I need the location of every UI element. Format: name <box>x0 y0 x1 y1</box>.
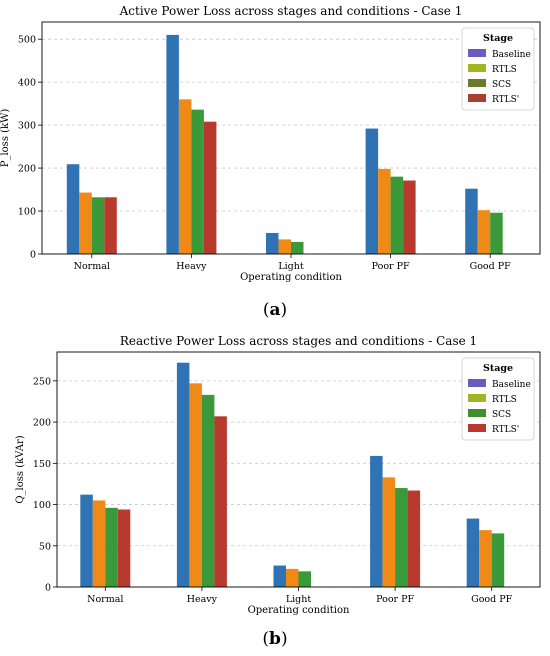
chart-a-x-tick-label: Heavy <box>176 261 207 272</box>
chart-a-bar <box>365 128 379 254</box>
chart-b-bar <box>382 477 396 587</box>
chart-a-bar <box>191 109 204 255</box>
chart-b-legend-title: Stage <box>483 363 513 374</box>
chart-a-legend-swatch <box>468 49 486 57</box>
chart-b-bar <box>298 571 311 587</box>
chart-b-bar <box>105 507 118 587</box>
chart-b-legend-swatch <box>468 394 486 402</box>
chart-b-legend-label: Baseline <box>492 380 531 390</box>
chart-b-bar <box>407 490 421 587</box>
chart-a-legend-label: Baseline <box>492 50 531 60</box>
chart-a-y-tick-label: 0 <box>30 250 36 261</box>
chart-a-x-tick-label: Poor PF <box>372 261 410 272</box>
chart-b-bar <box>201 394 215 587</box>
chart-b-svg: Reactive Power Loss across stages and co… <box>15 336 541 616</box>
chart-a-y-tick-label: 400 <box>18 78 36 89</box>
chart-a-legend-label: RTLS' <box>492 95 519 105</box>
chart-a-title: Active Power Loss across stages and cond… <box>119 4 463 18</box>
chart-b-x-tick-label: Heavy <box>187 594 218 605</box>
chart-b-bar <box>176 362 190 587</box>
chart-a-x-tick-label: Good PF <box>470 261 512 272</box>
chart-b-legend-swatch <box>468 379 486 387</box>
caption-b-letter: b <box>269 629 281 649</box>
chart-a-y-tick-label: 500 <box>18 35 36 46</box>
chart-a-bar <box>378 168 391 254</box>
chart-a-bar <box>79 192 92 254</box>
chart-a-legend-label: RTLS <box>492 65 517 75</box>
chart-b-legend-swatch <box>468 424 486 432</box>
chart-a-x-axis-label: Operating condition <box>240 272 342 283</box>
chart-b: Reactive Power Loss across stages and co… <box>0 336 550 656</box>
chart-b-legend-label: RTLS' <box>492 425 519 435</box>
chart-b-title: Reactive Power Loss across stages and co… <box>120 336 477 348</box>
chart-b-bar <box>80 494 93 587</box>
chart-b-legend-label: SCS <box>492 410 511 420</box>
caption-a-letter: a <box>269 300 281 320</box>
chart-b-legend <box>461 357 535 441</box>
chart-a-bar <box>291 241 304 254</box>
chart-b-y-tick-label: 150 <box>33 459 51 470</box>
chart-b-x-tick-label: Normal <box>87 594 123 605</box>
chart-a-bar <box>266 232 279 254</box>
chart-a-y-tick-label: 200 <box>18 164 36 175</box>
chart-a-legend-swatch <box>468 64 486 72</box>
chart-b-y-tick-label: 100 <box>33 500 51 511</box>
chart-b-bar <box>491 533 505 587</box>
chart-a-bar <box>390 176 404 254</box>
chart-b-y-axis-label: Q_loss (kVAr) <box>15 435 26 503</box>
caption-b: (b) <box>262 629 288 649</box>
chart-a-bar <box>477 210 491 254</box>
chart-a-bar <box>91 197 105 254</box>
chart-b-bar <box>214 416 227 587</box>
chart-a-x-tick-label: Light <box>278 261 304 272</box>
chart-a-bar <box>203 121 217 254</box>
chart-b-y-tick-label: 50 <box>39 541 51 552</box>
chart-a: Active Power Loss across stages and cond… <box>0 4 541 320</box>
chart-b-bar <box>117 509 131 587</box>
chart-a-legend-swatch <box>468 79 486 87</box>
chart-b-bar <box>395 488 408 587</box>
chart-a-legend-label: SCS <box>492 80 511 90</box>
chart-a-svg: Active Power Loss across stages and cond… <box>0 4 541 283</box>
chart-b-bar <box>466 518 480 587</box>
chart-b-bar <box>92 500 106 587</box>
chart-b-y-tick-label: 0 <box>45 583 51 594</box>
caption-a: (a) <box>262 300 288 320</box>
chart-a-legend-swatch <box>468 94 486 102</box>
chart-a-bar <box>465 188 478 254</box>
chart-b-bar <box>479 530 492 587</box>
chart-a-y-tick-label: 100 <box>18 207 36 218</box>
chart-b-y-tick-label: 250 <box>33 376 51 387</box>
chart-a-bar <box>490 212 503 254</box>
chart-a-bar <box>178 99 192 254</box>
chart-a-x-tick-label: Normal <box>74 261 110 272</box>
chart-b-bar <box>273 565 286 587</box>
chart-a-y-tick-label: 300 <box>18 121 36 132</box>
chart-a-bar <box>66 164 80 254</box>
chart-b-bar <box>370 455 383 587</box>
chart-a-bar <box>278 239 291 254</box>
chart-a-legend <box>461 27 535 111</box>
chart-b-bar <box>286 568 299 587</box>
chart-b-x-tick-label: Light <box>286 594 312 605</box>
chart-a-legend-title: Stage <box>483 33 513 44</box>
chart-b-plot-frame <box>56 351 541 588</box>
chart-b-legend-label: RTLS <box>492 395 517 405</box>
chart-a-bar <box>104 197 117 254</box>
chart-b-bar <box>189 383 202 587</box>
chart-b-x-tick-label: Poor PF <box>376 594 414 605</box>
chart-b-y-tick-label: 200 <box>33 418 51 429</box>
chart-a-y-axis-label: P_loss (kW) <box>0 109 11 168</box>
chart-a-bar <box>166 34 179 255</box>
chart-a-plot-frame <box>41 21 541 255</box>
chart-b-x-axis-label: Operating condition <box>248 605 350 616</box>
chart-a-bar <box>403 180 416 254</box>
chart-b-legend-swatch <box>468 409 486 417</box>
chart-b-x-tick-label: Good PF <box>471 594 513 605</box>
